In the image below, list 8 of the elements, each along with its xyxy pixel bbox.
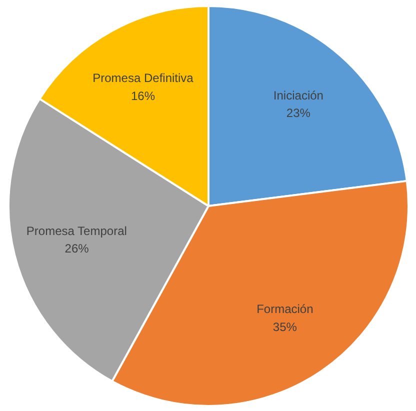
slice-label: Promesa Definitiva	[92, 71, 194, 86]
data-label: 26%	[64, 242, 90, 256]
slice-label: Promesa Temporal	[26, 224, 127, 238]
data-label: 35%	[272, 320, 298, 334]
data-label: 23%	[286, 106, 311, 120]
slice-label: Formación	[256, 302, 314, 316]
data-label: 16%	[130, 89, 156, 104]
slice-label: Iniciación	[273, 88, 324, 102]
